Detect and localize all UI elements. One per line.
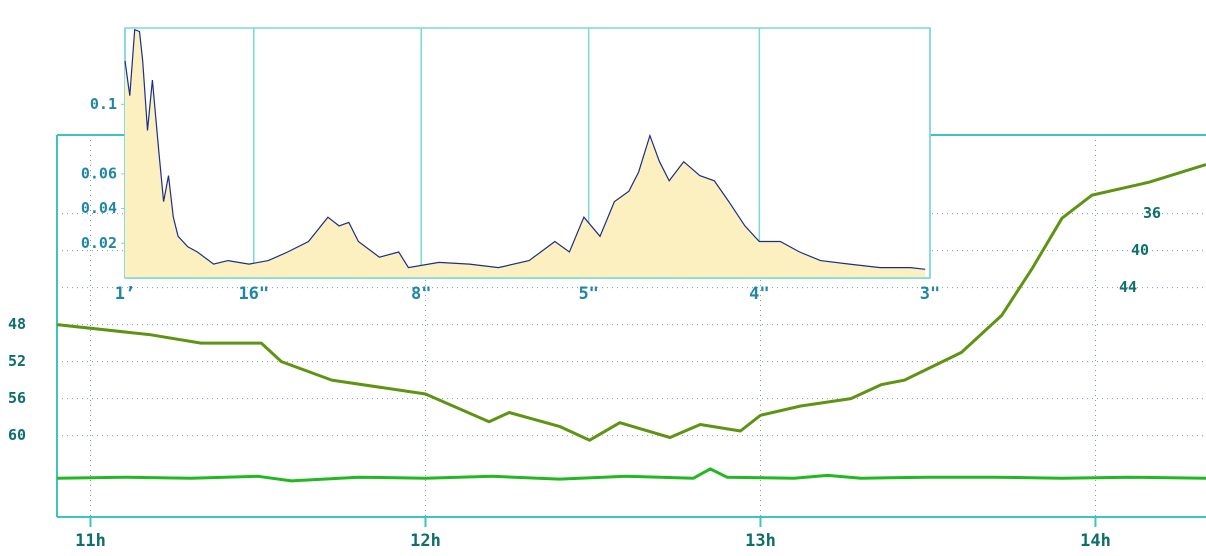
x-tick-label: 8" bbox=[411, 284, 431, 304]
x-tick-label: 3" bbox=[920, 284, 940, 304]
y2-tick-label: 44 bbox=[1119, 278, 1137, 296]
x-tick-label: 13h bbox=[745, 531, 776, 551]
y-tick-label: 0.02 bbox=[81, 234, 117, 252]
y-tick-label: 56 bbox=[8, 389, 26, 407]
y2-tick-label: 36 bbox=[1143, 204, 1161, 222]
line-series bbox=[56, 163, 1206, 442]
y-tick-label: 48 bbox=[8, 315, 26, 333]
x-tick-label: 12h bbox=[410, 531, 441, 551]
y-tick-label: 52 bbox=[8, 352, 26, 370]
area-line bbox=[124, 28, 926, 270]
y-tick-label: 60 bbox=[8, 426, 26, 444]
inset-background bbox=[124, 27, 931, 279]
x-tick-label: 4" bbox=[749, 284, 769, 304]
y2-tick-label: 40 bbox=[1131, 241, 1149, 259]
y-tick-label: 0.04 bbox=[81, 199, 117, 217]
line-series bbox=[56, 467, 1206, 483]
x-tick-label: 14h bbox=[1080, 531, 1111, 551]
y-tick-label: 0.06 bbox=[81, 164, 117, 182]
x-tick-label: 16" bbox=[238, 284, 269, 304]
x-tick-label: 5" bbox=[578, 284, 598, 304]
x-tick-label: 11h bbox=[75, 531, 106, 551]
x-tick-label: 1’ bbox=[115, 284, 135, 304]
area-fill bbox=[125, 29, 926, 279]
y-tick-label: 0.1 bbox=[90, 95, 117, 113]
